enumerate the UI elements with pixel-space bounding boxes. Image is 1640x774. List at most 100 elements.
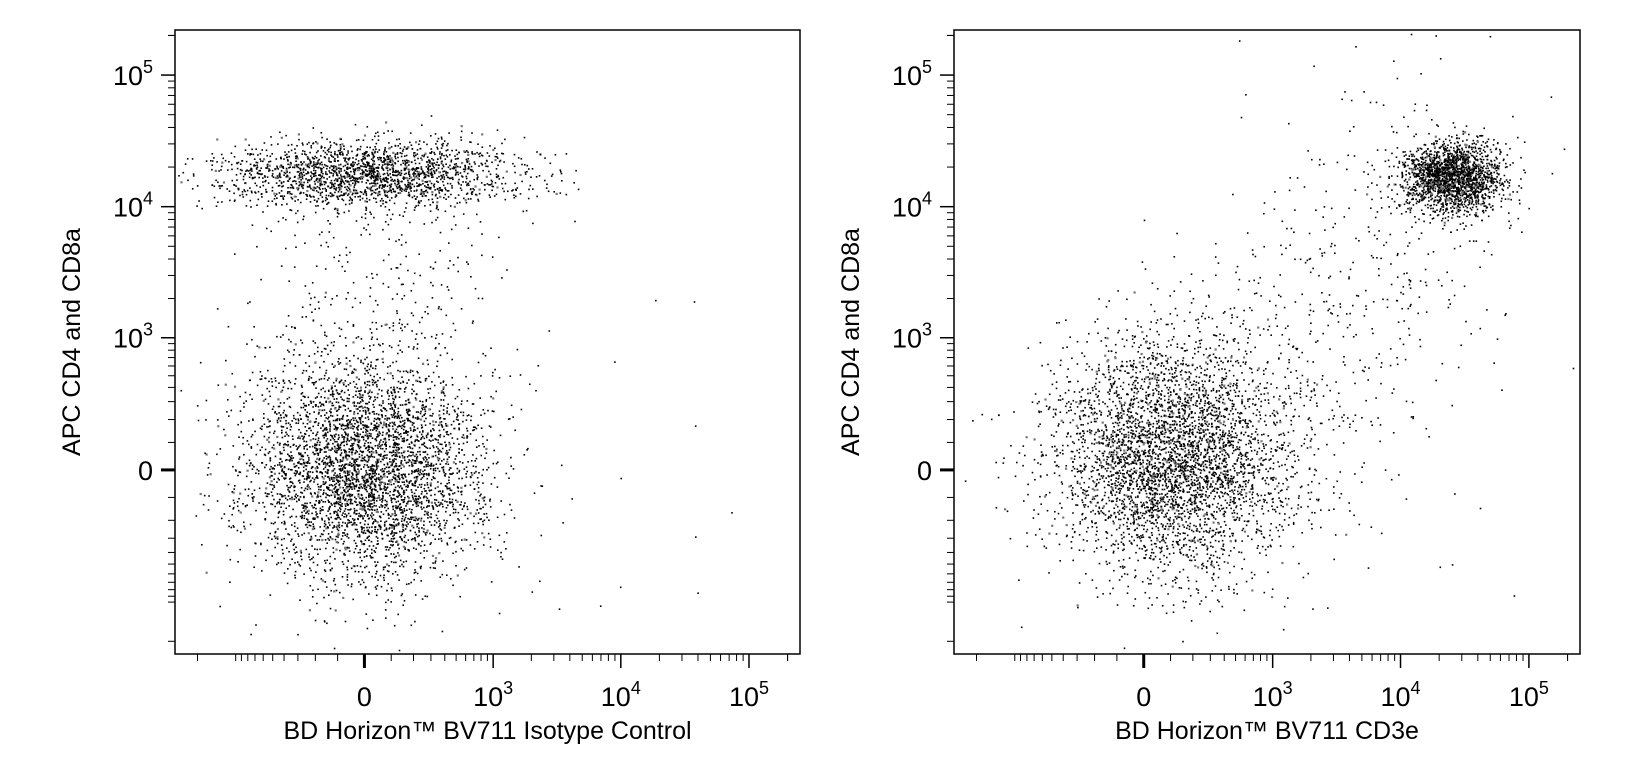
data-point [392, 436, 395, 439]
data-point [421, 415, 424, 418]
data-point [512, 468, 515, 470]
data-point [408, 583, 410, 585]
data-point [456, 472, 458, 474]
data-point [400, 169, 403, 172]
data-point [245, 160, 248, 163]
data-point [318, 457, 321, 460]
data-point [380, 409, 382, 411]
data-point [464, 485, 466, 487]
data-point [364, 425, 366, 428]
data-point [347, 490, 349, 492]
data-point [397, 474, 400, 477]
data-point [297, 419, 300, 422]
data-point [252, 177, 255, 179]
data-point [357, 495, 360, 498]
data-point [448, 413, 451, 416]
data-point [457, 171, 459, 174]
data-point [345, 475, 347, 477]
data-point [306, 526, 309, 529]
data-point [393, 553, 395, 555]
data-point [372, 522, 374, 524]
data-point [358, 435, 360, 438]
data-point [349, 364, 352, 368]
data-point [291, 469, 293, 471]
data-point [240, 430, 243, 433]
data-point [381, 185, 384, 188]
data-point [406, 434, 409, 436]
data-point [348, 397, 350, 400]
data-point [358, 512, 360, 515]
data-point [433, 477, 435, 479]
data-point [271, 484, 273, 486]
data-point [341, 467, 344, 470]
data-point [407, 461, 410, 464]
data-point [279, 131, 281, 134]
data-point [422, 404, 424, 406]
data-point [346, 422, 349, 425]
data-point [388, 517, 390, 520]
data-point [372, 470, 374, 472]
data-point [448, 493, 451, 495]
data-point [359, 178, 362, 180]
data-point [295, 180, 297, 183]
data-point [346, 533, 349, 536]
data-point [430, 513, 432, 515]
data-point [419, 453, 421, 456]
data-point [371, 548, 373, 551]
data-point [391, 530, 394, 532]
data-point [457, 518, 459, 520]
data-point [428, 464, 431, 467]
data-point [384, 437, 386, 440]
data-point [424, 379, 427, 382]
data-point [354, 417, 357, 419]
data-point [379, 482, 382, 485]
data-point [333, 647, 336, 650]
data-point [228, 525, 230, 528]
data-point [387, 164, 389, 166]
data-point [440, 161, 443, 164]
data-point [328, 539, 331, 541]
data-point [364, 512, 367, 515]
data-point [442, 391, 445, 393]
data-point [449, 514, 451, 516]
data-point [299, 414, 301, 417]
data-point [346, 189, 349, 192]
data-point [344, 508, 347, 510]
data-point [372, 545, 375, 547]
data-point [464, 168, 467, 171]
data-point [337, 190, 340, 193]
data-point [373, 465, 376, 467]
data-point [308, 457, 310, 459]
data-point [424, 490, 426, 492]
data-point [308, 524, 311, 527]
data-point [351, 583, 353, 585]
data-point [385, 466, 388, 469]
data-point [354, 500, 356, 503]
data-point [402, 499, 404, 501]
data-point [203, 494, 206, 497]
data-point [385, 520, 388, 523]
data-point [244, 391, 247, 394]
data-point [483, 445, 485, 448]
data-point [326, 203, 328, 206]
data-point [414, 417, 417, 419]
data-point [332, 437, 334, 440]
data-point [312, 432, 314, 434]
data-point [453, 492, 456, 494]
data-point [413, 519, 415, 521]
data-point [385, 176, 387, 179]
data-point [427, 517, 429, 519]
data-point [400, 496, 402, 498]
data-point [304, 409, 306, 411]
data-point [379, 528, 382, 530]
data-point [425, 511, 428, 514]
data-point [466, 414, 469, 417]
data-point [327, 527, 329, 529]
data-point [409, 141, 411, 144]
data-point [390, 391, 393, 393]
data-point [244, 190, 246, 193]
data-point [418, 527, 420, 529]
data-point [343, 368, 346, 370]
data-point [289, 457, 292, 459]
data-point [329, 350, 332, 352]
